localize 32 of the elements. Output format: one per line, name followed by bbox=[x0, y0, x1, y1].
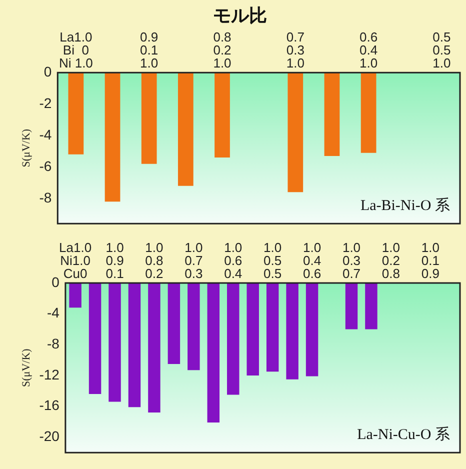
x-tick-label: 0.6 0.4 1.0 bbox=[360, 30, 378, 71]
x-tick-label: 1.0 0.6 0.4 bbox=[224, 240, 242, 282]
x-tick-label: 1.0 0.4 0.6 bbox=[303, 240, 322, 282]
x-tick-label: La1.0 Bi 0 Ni 1.0 bbox=[58, 30, 93, 71]
x-tick-label: 1.0 0.1 0.9 bbox=[421, 240, 440, 282]
chart-title: モル比 bbox=[213, 5, 267, 26]
y-tick-label: 0 bbox=[52, 274, 60, 290]
x-tick-label: 1.0 0.3 0.7 bbox=[342, 240, 361, 282]
y-tick-label: -8 bbox=[46, 336, 60, 352]
y-tick-label: -16 bbox=[39, 397, 60, 414]
x-tick-label: 1.0 0.2 0.8 bbox=[382, 240, 400, 282]
y-tick-label: -4 bbox=[39, 126, 52, 142]
x-tick-label: 0.9 0.1 1.0 bbox=[140, 30, 158, 71]
annotation: La-Bi-Ni-O 系 bbox=[360, 197, 450, 214]
x-tick-label: 1.0 0.5 0.5 bbox=[264, 240, 282, 282]
y-tick-label: -20 bbox=[39, 428, 60, 444]
x-tick-label: 1.0 0.8 0.2 bbox=[145, 240, 164, 282]
y-axis-title: S(μV/K) bbox=[20, 348, 32, 387]
y-tick-label: -12 bbox=[39, 366, 60, 382]
y-tick-label: -4 bbox=[46, 304, 60, 321]
x-tick-label: 0.8 0.2 1.0 bbox=[213, 30, 232, 71]
x-tick-label: 0.5 0.5 1.0 bbox=[432, 30, 451, 71]
y-tick-label: -8 bbox=[39, 189, 52, 206]
y-axis-title: S(μV/K) bbox=[20, 128, 32, 168]
y-tick-label: -2 bbox=[39, 94, 52, 111]
y-tick-label: -6 bbox=[39, 158, 52, 174]
annotation: La-Ni-Cu-O 系 bbox=[357, 426, 450, 444]
x-tick-label: 1.0 0.7 0.3 bbox=[184, 240, 203, 282]
y-tick-label: 0 bbox=[44, 63, 52, 80]
x-tick-label: La1.0 Ni1.0 Cu0 bbox=[59, 240, 92, 282]
x-tick-label: 1.0 0.9 0.1 bbox=[106, 240, 124, 282]
x-tick-label: 0.7 0.3 1.0 bbox=[286, 30, 304, 71]
